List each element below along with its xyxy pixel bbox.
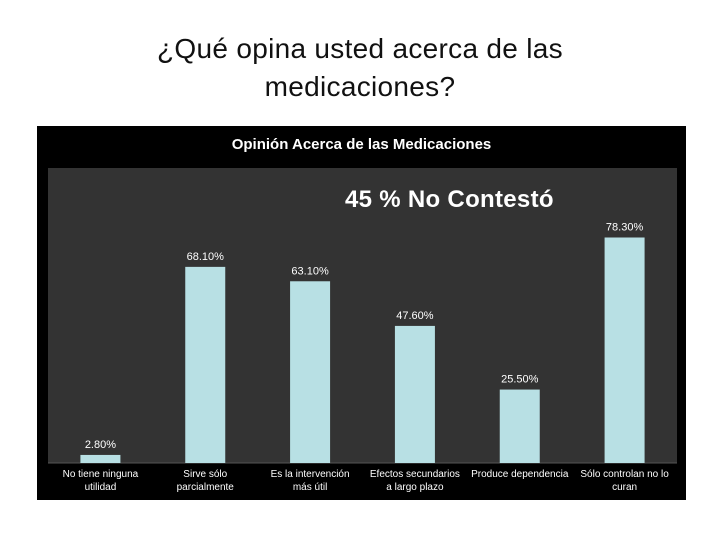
x-tick-label: Sirve sólo — [183, 469, 227, 480]
bar-value-label: 68.10% — [187, 251, 225, 263]
slide-title-line-1: ¿Qué opina usted acerca de las — [157, 33, 563, 64]
bar-value-label: 78.30% — [606, 221, 644, 233]
chart-title: Opinión Acerca de las Medicaciones — [231, 136, 492, 153]
bar — [290, 281, 331, 463]
slide-title: ¿Qué opina usted acerca de las medicacio… — [0, 30, 720, 106]
x-tick-label: Produce dependencia — [471, 469, 569, 480]
bar — [185, 266, 226, 463]
bar-value-label: 63.10% — [291, 265, 329, 277]
bar-value-label: 2.80% — [85, 439, 116, 451]
chart-frame: Opinión Acerca de las Medicaciones 2.80%… — [37, 126, 686, 500]
plot-area — [48, 168, 677, 463]
x-tick-label: curan — [612, 482, 637, 493]
bar — [499, 389, 540, 463]
bar-chart: 2.80% No tiene ninguna utilidad 68.10% Sirve… — [48, 168, 677, 493]
bar — [394, 325, 435, 463]
x-tick-label: más útil — [293, 482, 327, 493]
chart-annotation: 45 % No Contestó — [345, 186, 554, 213]
x-tick-label: No tiene ninguna — [63, 469, 139, 480]
bar-value-label: 25.50% — [501, 374, 539, 386]
bar-value-label: 47.60% — [396, 310, 434, 322]
x-tick-label: parcialmente — [177, 482, 235, 493]
x-tick-label: a largo plazo — [386, 482, 444, 493]
x-tick-label: Sólo controlan no lo — [580, 469, 669, 480]
bar — [80, 454, 121, 463]
slide-title-line-2: medicaciones? — [264, 71, 456, 102]
x-tick-label: Efectos secundarios — [370, 469, 460, 480]
x-tick-label: Es la intervención — [271, 469, 350, 480]
x-tick-label: utilidad — [85, 482, 117, 493]
bar — [604, 237, 645, 463]
